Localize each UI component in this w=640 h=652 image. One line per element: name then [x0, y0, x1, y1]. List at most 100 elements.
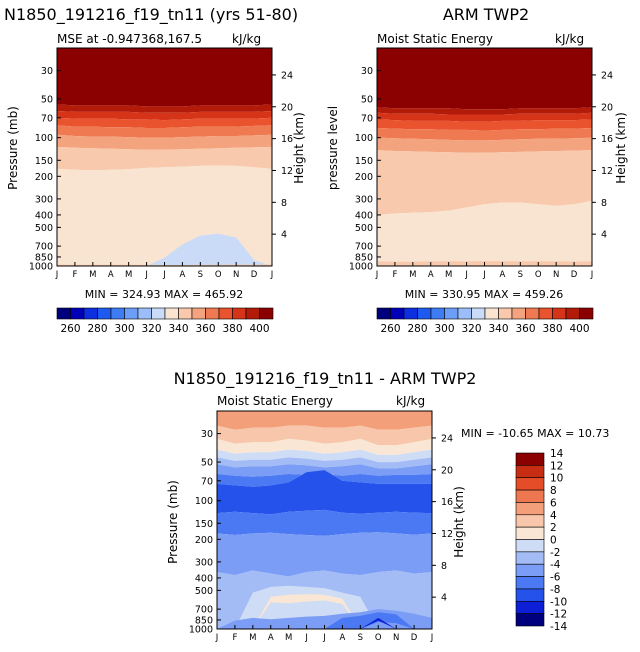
colorbar-box [245, 307, 260, 320]
contour-band-7 [217, 470, 432, 515]
contour-band-9 [217, 532, 432, 577]
panel-obs-y2label: Height (km) [614, 112, 628, 183]
height-tick-label: 8 [601, 198, 607, 209]
pressure-tick-label: 150 [355, 156, 373, 167]
month-tick-label: J [144, 270, 148, 280]
month-tick-label: A [428, 270, 434, 280]
pressure-tick-label: 100 [35, 133, 53, 144]
contour-band-5 [57, 134, 272, 150]
pressure-tick-label: 500 [35, 223, 53, 234]
colorbar-box [191, 307, 206, 320]
colorbar-label: -12 [550, 609, 567, 621]
colorbar-box [515, 539, 545, 553]
height-tick-label: 24 [441, 433, 453, 444]
height-tick-label: 4 [601, 230, 607, 241]
contour-band-2 [57, 111, 272, 121]
colorbar-box [376, 307, 391, 320]
height-tick-label: 12 [281, 166, 293, 177]
colorbar-box [484, 307, 499, 320]
month-tick-label: A [108, 270, 114, 280]
contour-band-0 [57, 48, 272, 107]
colorbar-box [83, 307, 98, 320]
month-tick-label: J [270, 270, 274, 280]
colorbar-box [515, 576, 545, 590]
colorbar-label: -6 [550, 572, 561, 584]
panel-obs-subtitle: Moist Static Energy [377, 32, 493, 46]
colorbar-box [471, 307, 486, 320]
colorbar-label: 360 [515, 323, 535, 335]
height-tick-label: 16 [281, 134, 293, 145]
month-tick-label: F [232, 633, 237, 643]
pressure-tick-label: 400 [35, 210, 53, 221]
month-tick-label: D [251, 270, 258, 280]
pressure-tick-label: 30 [201, 429, 213, 440]
colorbar-box [457, 307, 472, 320]
colorbar-box [515, 502, 545, 516]
panel-obs-ylabel: pressure level [326, 106, 340, 190]
month-tick-label: A [268, 633, 274, 643]
colorbar-box [164, 307, 179, 320]
month-tick-label: A [180, 270, 186, 280]
height-tick-label: 20 [441, 465, 453, 476]
colorbar-box [515, 526, 545, 540]
pressure-tick-label: 400 [195, 573, 213, 584]
colorbar-label: 4 [550, 510, 557, 522]
colorbar-box [70, 307, 85, 320]
colorbar-box [390, 307, 405, 320]
month-tick-label: J [55, 270, 59, 280]
month-tick-label: S [358, 633, 363, 643]
contour-band-8 [217, 509, 432, 536]
pressure-tick-label: 70 [201, 476, 213, 487]
month-tick-label: D [571, 270, 578, 280]
colorbar-box [515, 588, 545, 602]
contour-band-1 [377, 107, 592, 115]
colorbar-label: 2 [550, 522, 557, 534]
colorbar-box [444, 307, 459, 320]
colorbar-box [515, 613, 545, 627]
colorbar-label: 380 [542, 323, 562, 335]
month-tick-label: J [375, 270, 379, 280]
colorbar-label: 340 [488, 323, 508, 335]
colorbar-box [525, 307, 540, 320]
colorbar-label: 400 [569, 323, 589, 335]
height-tick-label: 8 [281, 198, 287, 209]
panel-model-ylabel: Pressure (mb) [6, 106, 20, 190]
height-tick-label: 20 [601, 102, 613, 113]
colorbar-label: 260 [380, 323, 400, 335]
colorbar-label: 8 [550, 485, 557, 497]
pressure-tick-label: 700 [35, 242, 53, 253]
height-tick-label: 24 [281, 70, 293, 81]
height-tick-label: 4 [281, 230, 287, 241]
pressure-tick-label: 500 [355, 223, 373, 234]
pressure-tick-label: 150 [195, 519, 213, 530]
month-tick-label: J [482, 270, 486, 280]
pressure-tick-label: 200 [195, 535, 213, 546]
colorbar-box [124, 307, 139, 320]
panel-obs-stats: MIN = 330.95 MAX = 459.26 [405, 288, 563, 301]
pressure-tick-label: 1000 [349, 262, 373, 273]
pressure-tick-label: 50 [201, 458, 213, 469]
colorbar-label: 12 [550, 460, 563, 472]
pressure-tick-label: 850 [355, 252, 373, 263]
panel-diff-title: N1850_191216_f19_tn11 - ARM TWP2 [174, 369, 477, 389]
pressure-tick-label: 70 [41, 113, 53, 124]
panel-model-stats: MIN = 324.93 MAX = 465.92 [85, 288, 243, 301]
colorbar-box [565, 307, 580, 320]
pressure-tick-label: 200 [35, 172, 53, 183]
panel-diff-subtitle: Moist Static Energy [217, 394, 333, 408]
colorbar-label: 280 [87, 323, 107, 335]
month-tick-label: J [162, 270, 166, 280]
pressure-tick-label: 1000 [189, 625, 213, 636]
panel-model-title: N1850_191216_f19_tn11 (yrs 51-80) [4, 5, 298, 25]
month-tick-label: J [304, 633, 308, 643]
contour-band-2 [217, 438, 432, 455]
month-tick-label: M [125, 270, 132, 280]
pressure-tick-label: 1000 [29, 262, 53, 273]
pressure-tick-label: 200 [355, 172, 373, 183]
pressure-tick-label: 400 [355, 210, 373, 221]
colorbar-label: -2 [550, 547, 560, 559]
month-tick-label: J [322, 633, 326, 643]
pressure-tick-label: 700 [355, 242, 373, 253]
